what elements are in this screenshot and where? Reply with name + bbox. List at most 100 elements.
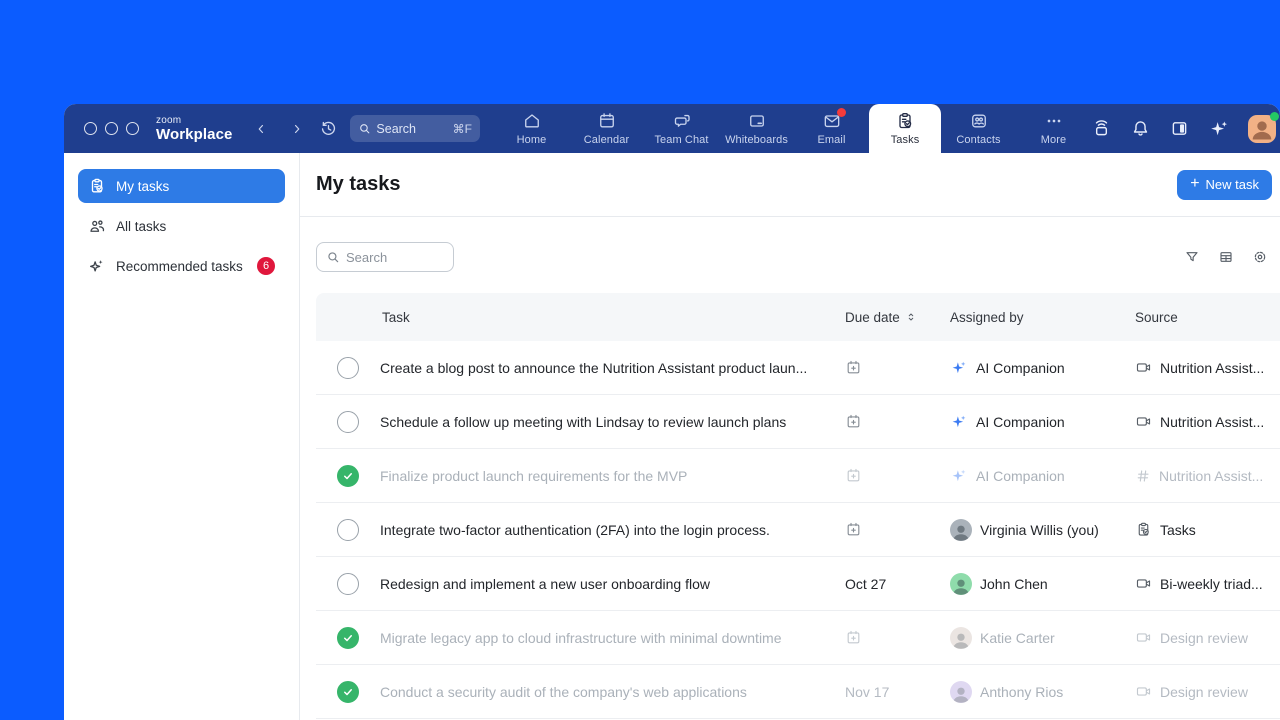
search-icon bbox=[326, 250, 340, 264]
window-maximize-button[interactable] bbox=[126, 122, 139, 135]
window-controls[interactable] bbox=[84, 122, 139, 135]
user-avatar-photo bbox=[1248, 115, 1276, 143]
email-notification-dot bbox=[836, 108, 846, 117]
ai-companion-sparkle-icon[interactable] bbox=[1208, 118, 1230, 140]
source-label: Design review bbox=[1160, 629, 1248, 646]
team-chat-icon bbox=[672, 111, 692, 131]
assignee-name: John Chen bbox=[980, 575, 1048, 592]
history-icon[interactable] bbox=[317, 117, 341, 141]
source-meeting-icon bbox=[1135, 629, 1152, 646]
sidebar-item-label: My tasks bbox=[116, 178, 170, 194]
source-meeting-icon bbox=[1135, 575, 1152, 592]
task-row[interactable]: Redesign and implement a new user onboar… bbox=[316, 557, 1280, 611]
global-search-placeholder: Search bbox=[376, 121, 417, 136]
more-dots-icon bbox=[1044, 111, 1064, 131]
brand-zoom-label: zoom bbox=[156, 114, 182, 126]
task-title[interactable]: Create a blog post to announce the Nutri… bbox=[380, 359, 808, 376]
due-date-calendar-icon[interactable] bbox=[845, 467, 862, 484]
nav-tab-whiteboards[interactable]: Whiteboards bbox=[719, 104, 794, 153]
page-title: My tasks bbox=[316, 173, 401, 195]
settings-gear-icon[interactable] bbox=[1252, 249, 1268, 265]
sidebar-item-my-tasks[interactable]: My tasks bbox=[78, 169, 285, 203]
source-meeting-icon bbox=[1135, 413, 1152, 430]
task-checkbox[interactable] bbox=[337, 464, 359, 487]
assignee-name: Anthony Rios bbox=[980, 683, 1064, 700]
ai-companion-icon bbox=[950, 413, 968, 431]
email-icon bbox=[822, 108, 846, 131]
ai-companion-icon bbox=[950, 359, 968, 377]
column-header-due-date[interactable]: Due date bbox=[845, 310, 950, 325]
due-date-calendar-icon[interactable] bbox=[845, 521, 862, 538]
nav-tab-email[interactable]: Email bbox=[794, 104, 869, 153]
connect-device-icon[interactable] bbox=[1091, 118, 1112, 139]
task-row[interactable]: Conduct a security audit of the company'… bbox=[316, 665, 1280, 719]
global-search-input[interactable]: Search ⌘F bbox=[350, 115, 480, 142]
calendar-icon bbox=[597, 111, 617, 131]
table-view-icon[interactable] bbox=[1218, 249, 1234, 265]
assignee-avatar bbox=[950, 626, 972, 649]
filter-icon[interactable] bbox=[1184, 249, 1200, 265]
new-task-button[interactable]: + New task bbox=[1177, 169, 1272, 200]
task-search-box[interactable] bbox=[316, 242, 454, 272]
task-checkbox[interactable] bbox=[337, 356, 359, 379]
assignee-avatar bbox=[950, 518, 972, 541]
task-row[interactable]: Integrate two-factor authentication (2FA… bbox=[316, 503, 1280, 557]
task-row[interactable]: Finalize product launch requirements for… bbox=[316, 449, 1280, 503]
window-close-button[interactable] bbox=[84, 122, 97, 135]
brand-workplace-label: Workplace bbox=[156, 125, 233, 143]
task-title[interactable]: Integrate two-factor authentication (2FA… bbox=[380, 521, 770, 538]
sidebar-item-all-tasks[interactable]: All tasks bbox=[78, 209, 285, 243]
source-label: Tasks bbox=[1160, 521, 1196, 538]
nav-tab-home[interactable]: Home bbox=[494, 104, 569, 153]
sidebar-item-recommended-tasks[interactable]: Recommended tasks 6 bbox=[78, 249, 285, 283]
nav-tab-team-chat[interactable]: Team Chat bbox=[644, 104, 719, 153]
task-title[interactable]: Schedule a follow up meeting with Lindsa… bbox=[380, 413, 787, 430]
column-header-assigned-by: Assigned by bbox=[950, 309, 1024, 325]
source-meeting-icon bbox=[1135, 683, 1152, 700]
source-label: Nutrition Assist... bbox=[1159, 467, 1264, 484]
task-checkbox[interactable] bbox=[337, 626, 359, 649]
all-tasks-people-icon bbox=[88, 217, 106, 235]
task-checkbox[interactable] bbox=[337, 572, 359, 595]
task-row[interactable]: Schedule a follow up meeting with Lindsa… bbox=[316, 395, 1280, 449]
back-arrow-icon[interactable] bbox=[249, 117, 273, 141]
task-row[interactable]: Create a blog post to announce the Nutri… bbox=[316, 341, 1280, 395]
due-date-calendar-icon[interactable] bbox=[845, 413, 862, 430]
due-date-calendar-icon[interactable] bbox=[845, 629, 862, 646]
nav-tab-more[interactable]: More bbox=[1016, 104, 1091, 153]
task-title[interactable]: Finalize product launch requirements for… bbox=[380, 467, 688, 484]
tasks-icon bbox=[895, 111, 915, 131]
sort-icon[interactable] bbox=[905, 310, 917, 324]
task-checkbox[interactable] bbox=[337, 410, 359, 433]
nav-tab-contacts[interactable]: Contacts bbox=[941, 104, 1016, 153]
task-title[interactable]: Conduct a security audit of the company'… bbox=[380, 683, 747, 700]
source-label: Nutrition Assist... bbox=[1160, 413, 1265, 430]
task-title[interactable]: Redesign and implement a new user onboar… bbox=[380, 575, 710, 592]
side-panel-icon[interactable] bbox=[1169, 118, 1190, 139]
table-header-row: Task Due date Assigned by Source bbox=[316, 293, 1280, 341]
task-row[interactable]: Migrate legacy app to cloud infrastructu… bbox=[316, 611, 1280, 665]
ai-companion-icon bbox=[950, 467, 968, 485]
source-label: Design review bbox=[1160, 683, 1248, 700]
assignee-name: Virginia Willis (you) bbox=[980, 521, 1099, 538]
task-search-input[interactable] bbox=[346, 249, 444, 265]
column-header-task: Task bbox=[382, 309, 410, 325]
my-tasks-clipboard-icon bbox=[88, 177, 106, 195]
search-shortcut-hint: ⌘F bbox=[452, 121, 472, 136]
forward-arrow-icon[interactable] bbox=[285, 117, 309, 141]
task-table: Task Due date Assigned by Source Create … bbox=[316, 293, 1280, 720]
nav-tab-tasks[interactable]: Tasks bbox=[869, 104, 941, 153]
home-icon bbox=[522, 111, 542, 131]
source-label: Nutrition Assist... bbox=[1160, 359, 1265, 376]
task-title[interactable]: Migrate legacy app to cloud infrastructu… bbox=[380, 629, 782, 646]
window-minimize-button[interactable] bbox=[105, 122, 118, 135]
due-date-calendar-icon[interactable] bbox=[845, 359, 862, 376]
source-label: Bi-weekly triad... bbox=[1160, 575, 1263, 592]
nav-tab-calendar[interactable]: Calendar bbox=[569, 104, 644, 153]
user-avatar[interactable] bbox=[1248, 111, 1279, 143]
zoom-workplace-logo: zoom Workplace bbox=[156, 114, 233, 143]
task-checkbox[interactable] bbox=[337, 680, 359, 703]
notifications-bell-icon[interactable] bbox=[1130, 118, 1151, 139]
task-checkbox[interactable] bbox=[337, 518, 359, 541]
sidebar-item-label: Recommended tasks bbox=[116, 258, 243, 274]
